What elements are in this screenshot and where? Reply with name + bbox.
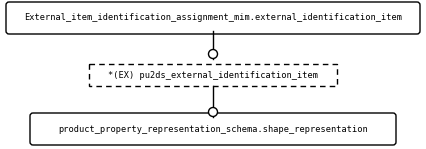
Circle shape	[208, 49, 217, 59]
FancyBboxPatch shape	[30, 113, 395, 145]
Circle shape	[208, 107, 217, 117]
Text: External_item_identification_assignment_mim.external_identification_item: External_item_identification_assignment_…	[24, 14, 401, 22]
FancyBboxPatch shape	[6, 2, 419, 34]
Text: *(EX) pu2ds_external_identification_item: *(EX) pu2ds_external_identification_item	[108, 70, 317, 80]
FancyBboxPatch shape	[89, 64, 336, 86]
Text: product_property_representation_schema.shape_representation: product_property_representation_schema.s…	[58, 125, 367, 134]
